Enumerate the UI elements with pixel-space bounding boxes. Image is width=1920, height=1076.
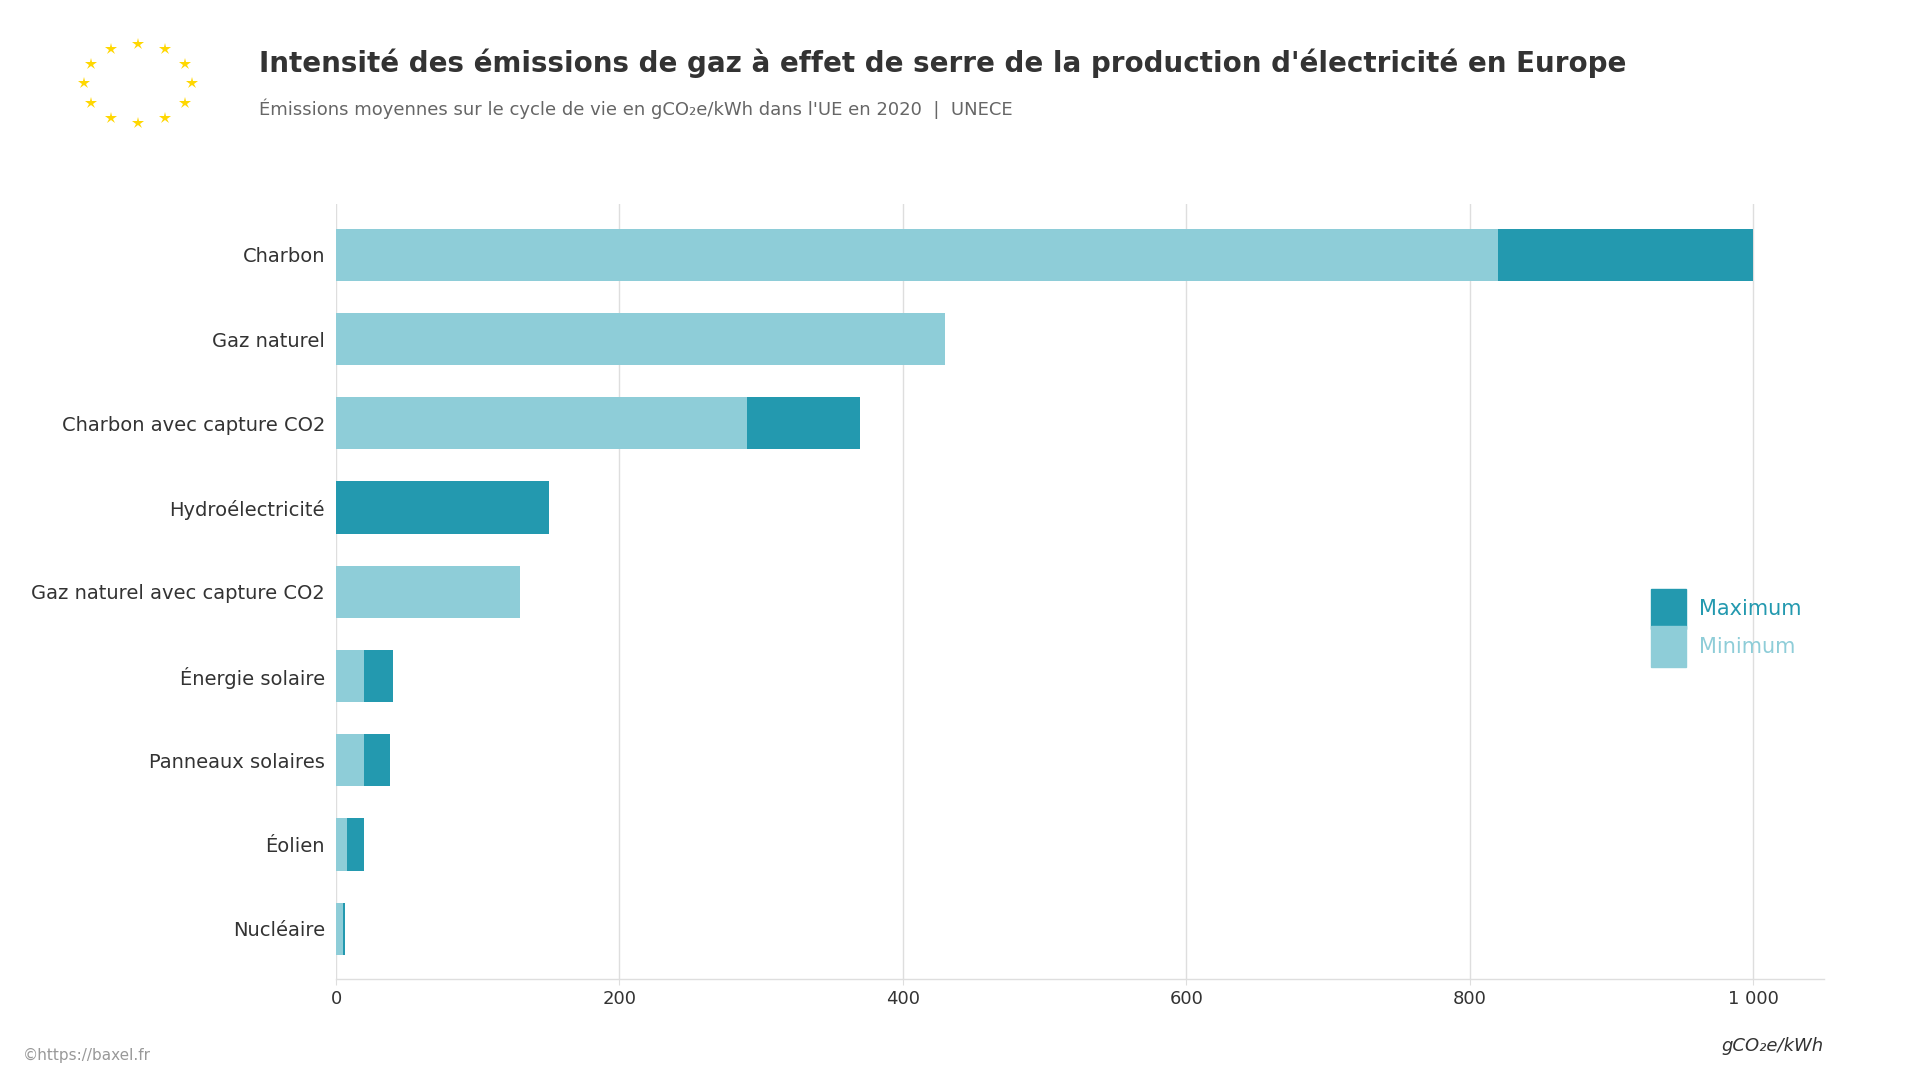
Bar xyxy=(336,481,549,534)
Text: Intensité des émissions de gaz à effet de serre de la production d'électricité e: Intensité des émissions de gaz à effet d… xyxy=(259,48,1626,77)
Bar xyxy=(336,229,1498,281)
Bar xyxy=(336,313,945,365)
Bar xyxy=(336,566,520,618)
Bar xyxy=(336,819,348,870)
Text: gCO₂e/kWh: gCO₂e/kWh xyxy=(1722,1037,1824,1056)
Bar xyxy=(348,819,365,870)
Bar xyxy=(336,397,747,450)
Bar xyxy=(1498,229,1753,281)
Bar xyxy=(365,650,394,703)
Bar xyxy=(336,650,365,703)
Bar xyxy=(336,734,365,787)
Text: ©https://baxel.fr: ©https://baxel.fr xyxy=(23,1048,152,1063)
Bar xyxy=(747,397,860,450)
Text: Minimum: Minimum xyxy=(1699,637,1795,656)
Bar xyxy=(365,734,390,787)
Text: Maximum: Maximum xyxy=(1699,599,1801,619)
Text: Émissions moyennes sur le cycle de vie en gCO₂e/kWh dans l'UE en 2020  |  UNECE: Émissions moyennes sur le cycle de vie e… xyxy=(259,99,1014,119)
Bar xyxy=(336,903,344,954)
